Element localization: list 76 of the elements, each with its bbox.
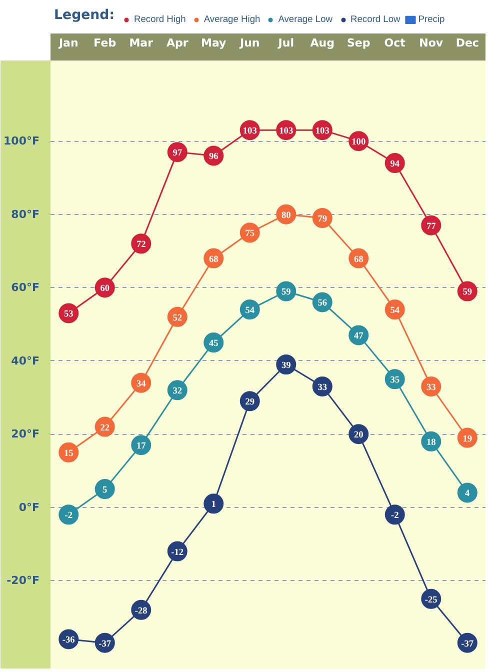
- data-label: 1: [211, 500, 216, 510]
- data-label: 94: [390, 160, 400, 170]
- data-label: 17: [136, 442, 146, 452]
- x-tick-label: Feb: [94, 36, 116, 50]
- x-tick-label: Jul: [277, 36, 294, 50]
- data-label: 45: [208, 339, 219, 350]
- data-label: 33: [318, 382, 328, 393]
- point: [94, 479, 115, 500]
- legend-title: Legend:: [54, 8, 115, 23]
- data-label: 103: [242, 126, 258, 137]
- y-tick-label: 20°F: [11, 428, 40, 441]
- data-label: 68: [354, 254, 364, 265]
- data-label: 96: [208, 152, 219, 162]
- data-label: 29: [245, 398, 255, 408]
- x-tick-label: Jan: [58, 36, 78, 50]
- data-label: 54: [390, 306, 400, 316]
- data-label: 35: [390, 376, 400, 386]
- data-label: 68: [208, 254, 219, 265]
- data-label: 18: [426, 438, 436, 448]
- x-tick-label: Dec: [456, 36, 479, 50]
- data-label: -37: [98, 639, 112, 650]
- data-label: 22: [100, 423, 110, 434]
- data-label: 53: [64, 310, 74, 320]
- x-tick-label: Sep: [346, 36, 370, 50]
- data-label: 56: [318, 298, 328, 309]
- data-label: 54: [245, 306, 255, 316]
- data-label: -36: [62, 636, 76, 646]
- data-label: 79: [318, 214, 328, 224]
- data-label: 103: [315, 126, 330, 137]
- data-label: -2: [390, 511, 400, 522]
- legend-label: Average Low: [278, 14, 332, 24]
- y-tick-label: 40°F: [11, 354, 40, 368]
- data-label: 34: [136, 379, 146, 390]
- data-label: 15: [64, 448, 74, 459]
- data-label: 80: [281, 210, 292, 221]
- x-tick-label: Jun: [239, 36, 260, 50]
- legend-label: Record Low: [350, 14, 400, 24]
- point: [204, 494, 224, 514]
- data-label: 39: [281, 361, 292, 371]
- data-label: -37: [461, 639, 474, 650]
- data-label: -25: [424, 595, 438, 606]
- data-label: 59: [462, 288, 472, 298]
- y-tick-label: 0°F: [18, 500, 40, 514]
- y-tick-label: 60°F: [11, 281, 40, 294]
- data-label: 100: [352, 138, 366, 148]
- legend-label: Average High: [204, 14, 260, 24]
- data-label: -28: [134, 606, 148, 616]
- y-tick-label: 100°F: [4, 134, 40, 148]
- x-tick-label: May: [201, 36, 226, 50]
- x-tick-label: Oct: [384, 36, 406, 50]
- data-label: 20: [354, 430, 364, 441]
- data-label: 75: [245, 229, 255, 240]
- data-label: 47: [354, 332, 364, 342]
- data-label: 103: [279, 126, 294, 137]
- data-label: 4: [465, 489, 470, 500]
- data-label: 97: [172, 148, 182, 159]
- data-label: 77: [426, 222, 436, 232]
- x-tick-label: Apr: [166, 36, 189, 50]
- point: [457, 482, 478, 503]
- y-tick-label: 80°F: [11, 208, 40, 221]
- data-label: 33: [426, 382, 436, 393]
- data-label: -12: [171, 548, 184, 558]
- data-label: 5: [102, 486, 108, 496]
- legend-label: Record High: [134, 14, 186, 24]
- data-label: -2: [64, 511, 73, 522]
- data-label: 59: [281, 288, 292, 298]
- data-label: 72: [136, 240, 146, 250]
- legend-label: Precip: [418, 14, 445, 24]
- x-tick-label: Nov: [419, 36, 444, 50]
- y-tick-label: -20°F: [6, 574, 40, 588]
- data-label: 32: [172, 386, 182, 397]
- data-label: 52: [172, 313, 182, 324]
- x-tick-label: Mar: [129, 36, 154, 50]
- data-label: 19: [462, 434, 472, 444]
- data-label: 60: [100, 284, 110, 294]
- x-tick-label: Aug: [310, 36, 334, 50]
